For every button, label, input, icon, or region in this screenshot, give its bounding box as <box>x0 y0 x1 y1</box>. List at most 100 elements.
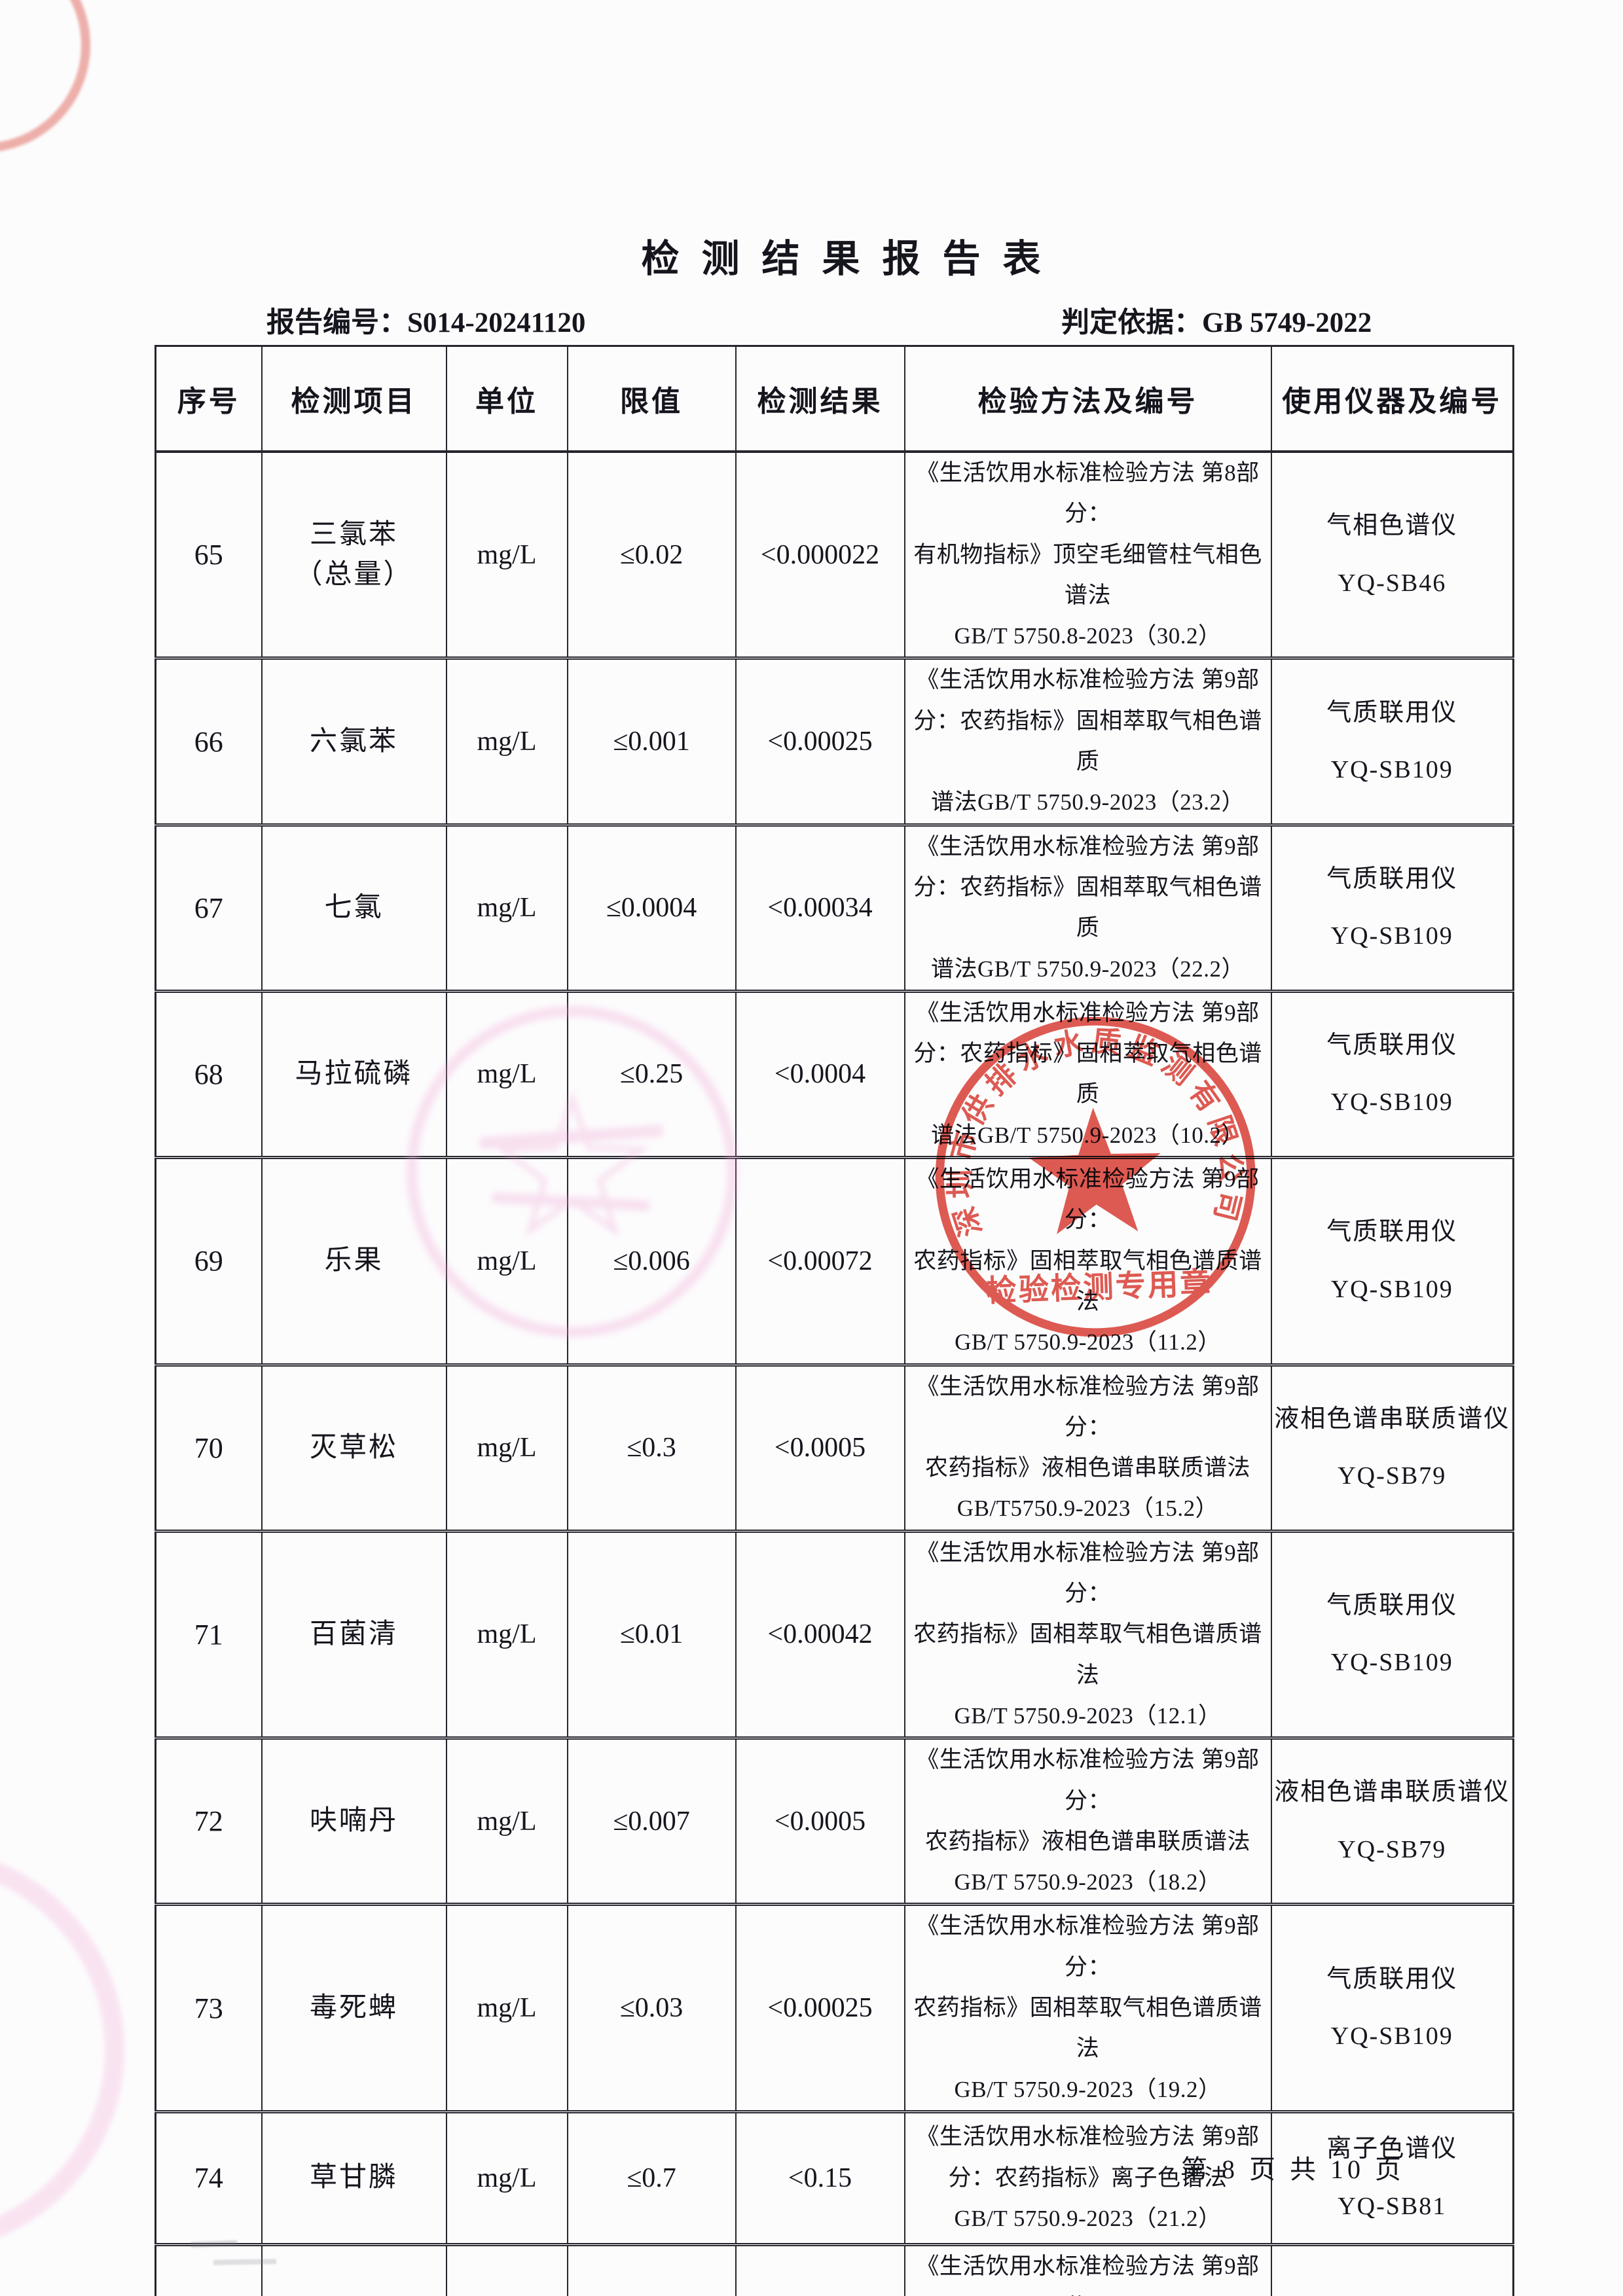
table-row-70: 70 灭草松 mg/L ≤0.3 <0.0005 《生活饮用水标准检验方法 第9部分： 农药… <box>155 1365 1514 1533</box>
row-66-item-cell: 六氯苯 <box>261 658 447 827</box>
bleed-arc-bottom-left <box>0 1847 124 2253</box>
row-74-instrument-cell: 离子色谱仪 YQ-SB81 <box>1270 2111 1514 2246</box>
row-67-item-cell: 七氯 <box>261 825 447 993</box>
scan-smudge <box>213 2259 277 2265</box>
report-number-value: S014-20241120 <box>407 308 586 338</box>
row-68-limit-cell: ≤0.25 <box>566 991 737 1160</box>
row-67-seq-cell: 67 <box>155 825 263 993</box>
table-row-65: 65 三氯苯 （总量） mg/L ≤0.02 <0.000022 《生活饮用水标准检验方法 … <box>155 452 1514 660</box>
page-title: 检测结果报告表 <box>641 238 1063 280</box>
row-66-instrument-cell: 气质联用仪 YQ-SB109 <box>1270 658 1514 827</box>
row-66-result-cell: <0.00025 <box>735 658 905 827</box>
row-71-seq-cell: 71 <box>155 1531 263 1740</box>
row-74-result-cell: <0.15 <box>735 2111 905 2246</box>
row-72-seq-cell: 72 <box>155 1738 263 1907</box>
page-number: 第 8 页 共 10 页 <box>1181 2155 1405 2184</box>
row-74-method-cell: 《生活饮用水标准检验方法 第9部 分：农药指标》离子色谱法 GB/T 5750.9-… <box>903 2111 1272 2246</box>
row-69-limit-cell: ≤0.006 <box>566 1157 737 1367</box>
header-cell-2: 单位 <box>445 346 568 453</box>
row-73-instrument-cell: 气质联用仪 YQ-SB109 <box>1270 1904 1514 2113</box>
table-row-67: 67 七氯 mg/L ≤0.0004 <0.00034 《生活饮用水标准检验方法 第9部分… <box>155 825 1514 993</box>
row-67-unit-cell: mg/L <box>445 825 568 993</box>
row-66-method-cell: 《生活饮用水标准检验方法 第9部 分：农药指标》固相萃取气相色谱质 谱法GB/T 5… <box>903 658 1272 827</box>
row-71-unit-cell: mg/L <box>445 1531 568 1740</box>
table-header-row: 序号 检测项目 单位 限值 检测结果 检验方法及编号 使用仪器及编号 <box>155 346 1514 453</box>
row-65-item-cell: 三氯苯 （总量） <box>261 452 447 660</box>
row-72-item-cell: 呋喃丹 <box>261 1738 447 1907</box>
row-75-item-cell: 敌敌畏 <box>261 2244 447 2296</box>
report-number-label: 报告编号： <box>266 308 407 338</box>
header-cell-6: 使用仪器及编号 <box>1270 346 1514 453</box>
row-71-method-cell: 《生活饮用水标准检验方法 第9部分： 农药指标》固相萃取气相色谱质谱法 GB/T 5… <box>903 1531 1272 1740</box>
header-cell-5: 检验方法及编号 <box>903 346 1272 453</box>
row-68-item-cell: 马拉硫磷 <box>261 991 447 1160</box>
table-row-75: 75敌敌畏mg/L≤0.001<0.00042《生活饮用水标准检验方法 第9部分… <box>155 2244 1514 2296</box>
stamp-edge-top-left <box>0 0 90 152</box>
row-69-method-cell: 《生活饮用水标准检验方法 第9部分： 农药指标》固相萃取气相色谱质谱法 GB/T 5… <box>903 1157 1272 1367</box>
row-71-instrument-cell: 气质联用仪 YQ-SB109 <box>1270 1531 1514 1740</box>
row-70-instrument-cell: 液相色谱串联质谱仪 YQ-SB79 <box>1270 1365 1514 1533</box>
table-row-73: 73 毒死蜱 mg/L ≤0.03 <0.00025 《生活饮用水标准检验方法 第9部分：… <box>155 1904 1514 2113</box>
row-65-seq-cell: 65 <box>155 452 263 660</box>
row-72-result-cell: <0.0005 <box>735 1738 905 1907</box>
row-70-limit-cell: ≤0.3 <box>566 1365 737 1533</box>
table-row-66: 66 六氯苯 mg/L ≤0.001 <0.00025 《生活饮用水标准检验方法 第9部分… <box>155 658 1514 827</box>
row-68-method-cell: 《生活饮用水标准检验方法 第9部 分：农药指标》固相萃取气相色谱质 谱法GB/T 5… <box>903 991 1272 1160</box>
judgement-basis-label: 判定依据： <box>1061 308 1202 338</box>
header-cell-1: 检测项目 <box>261 346 447 453</box>
row-72-unit-cell: mg/L <box>445 1738 568 1907</box>
row-70-item-cell: 灭草松 <box>261 1365 447 1533</box>
row-68-unit-cell: mg/L <box>445 991 568 1160</box>
table-row-72: 72 呋喃丹 mg/L ≤0.007 <0.0005 《生活饮用水标准检验方法 第9部分：… <box>155 1738 1514 1907</box>
row-65-unit-cell: mg/L <box>445 452 568 660</box>
row-68-instrument-cell: 气质联用仪 YQ-SB109 <box>1270 991 1514 1160</box>
row-74-limit-cell: ≤0.7 <box>566 2111 737 2246</box>
row-73-limit-cell: ≤0.03 <box>566 1904 737 2113</box>
row-75-limit-cell: ≤0.001 <box>566 2244 737 2296</box>
results-table: 序号 检测项目 单位 限值 检测结果 检验方法及编号 使用仪器及编号 65 三氯苯 （总量） mg… <box>155 345 1514 2296</box>
row-68-seq-cell: 68 <box>155 991 263 1160</box>
row-71-limit-cell: ≤0.01 <box>566 1531 737 1740</box>
row-66-limit-cell: ≤0.001 <box>566 658 737 827</box>
row-69-instrument-cell: 气质联用仪 YQ-SB109 <box>1270 1157 1514 1367</box>
row-68-result-cell: <0.0004 <box>735 991 905 1160</box>
row-67-method-cell: 《生活饮用水标准检验方法 第9部 分：农药指标》固相萃取气相色谱质 谱法GB/T 5… <box>903 825 1272 993</box>
row-73-method-cell: 《生活饮用水标准检验方法 第9部分： 农药指标》固相萃取气相色谱质谱法 GB/T 5… <box>903 1904 1272 2113</box>
row-75-unit-cell: mg/L <box>445 2244 568 2296</box>
row-65-instrument-cell: 气相色谱仪 YQ-SB46 <box>1270 452 1514 660</box>
row-66-seq-cell: 66 <box>155 658 263 827</box>
row-69-result-cell: <0.00072 <box>735 1157 905 1367</box>
row-72-limit-cell: ≤0.007 <box>566 1738 737 1907</box>
row-67-instrument-cell: 气质联用仪 YQ-SB109 <box>1270 825 1514 993</box>
header-cell-4: 检测结果 <box>735 346 905 453</box>
table-row-68: 68 马拉硫磷 mg/L ≤0.25 <0.0004 《生活饮用水标准检验方法 第9部 分：… <box>155 991 1514 1160</box>
row-74-unit-cell: mg/L <box>445 2111 568 2246</box>
report-number: 报告编号：S014-20241120 <box>266 300 585 340</box>
row-70-seq-cell: 70 <box>155 1365 263 1533</box>
row-73-seq-cell: 73 <box>155 1904 263 2113</box>
table-row-69: 69 乐果 mg/L ≤0.006 <0.00072 《生活饮用水标准检验方法 第9部分：… <box>155 1157 1514 1367</box>
row-70-unit-cell: mg/L <box>445 1365 568 1533</box>
row-69-seq-cell: 69 <box>155 1157 263 1367</box>
row-72-instrument-cell: 液相色谱串联质谱仪 YQ-SB79 <box>1270 1738 1514 1907</box>
row-70-result-cell: <0.0005 <box>735 1365 905 1533</box>
header-cell-0: 序号 <box>155 346 263 453</box>
row-69-item-cell: 乐果 <box>261 1157 447 1367</box>
judgement-basis: 判定依据：GB 5749-2022 <box>1061 300 1372 340</box>
table-row-74: 74 草甘膦 mg/L ≤0.7 <0.15 《生活饮用水标准检验方法 第9部 分：农药指标… <box>155 2111 1514 2246</box>
row-70-method-cell: 《生活饮用水标准检验方法 第9部分： 农药指标》液相色谱串联质谱法 GB/T5750… <box>903 1365 1272 1533</box>
row-71-item-cell: 百菌清 <box>261 1531 447 1740</box>
row-67-limit-cell: ≤0.0004 <box>566 825 737 993</box>
table-row-71: 71 百菌清 mg/L ≤0.01 <0.00042 《生活饮用水标准检验方法 第9部分：… <box>155 1531 1514 1740</box>
row-67-result-cell: <0.00034 <box>735 825 905 993</box>
row-66-unit-cell: mg/L <box>445 658 568 827</box>
row-65-method-cell: 《生活饮用水标准检验方法 第8部分： 有机物指标》顶空毛细管柱气相色谱法 GB/T … <box>903 452 1272 660</box>
row-74-item-cell: 草甘膦 <box>261 2111 447 2246</box>
judgement-basis-value: GB 5749-2022 <box>1202 308 1372 338</box>
row-71-result-cell: <0.00042 <box>735 1531 905 1740</box>
row-65-limit-cell: ≤0.02 <box>566 452 737 660</box>
row-72-method-cell: 《生活饮用水标准检验方法 第9部分： 农药指标》液相色谱串联质谱法 GB/T 575… <box>903 1738 1272 1907</box>
